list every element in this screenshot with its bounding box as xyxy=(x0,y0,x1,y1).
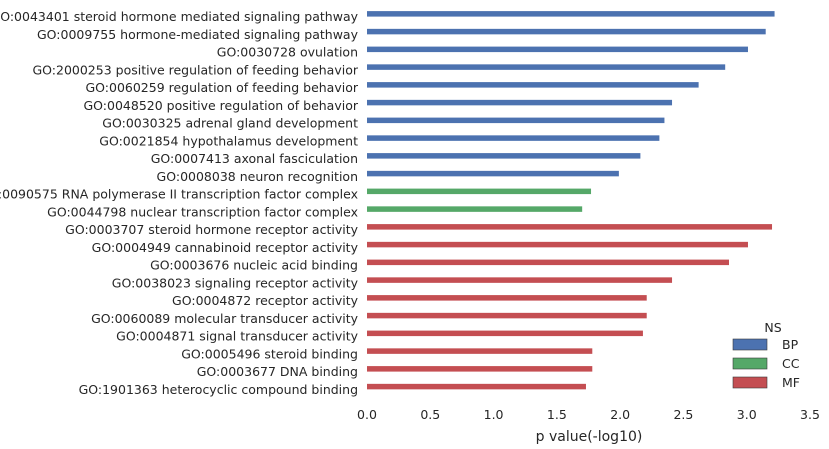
category-label: GO:0005496 steroid binding xyxy=(181,346,358,361)
x-tick-label: 0.5 xyxy=(420,407,440,422)
legend-label-cc: CC xyxy=(782,356,800,371)
category-label: GO:0003677 DNA binding xyxy=(197,364,358,379)
x-tick-label: 1.5 xyxy=(547,407,567,422)
category-label: GO:0090575 RNA polymerase II transcripti… xyxy=(0,187,358,202)
category-label: GO:0060089 molecular transducer activity xyxy=(91,311,359,326)
category-label: GO:0030728 ovulation xyxy=(217,45,358,60)
category-labels-group: GO:0043401 steroid hormone mediated sign… xyxy=(0,9,359,397)
category-label: GO:0021854 hypothalamus development xyxy=(99,133,358,148)
category-label: GO:0009755 hormone-mediated signaling pa… xyxy=(37,27,359,42)
bar-mf xyxy=(367,330,643,337)
category-label: GO:1901363 heterocyclic compound binding xyxy=(79,382,358,397)
legend: NS BP CC MF xyxy=(732,320,800,390)
x-tick-label: 2.0 xyxy=(610,407,630,422)
bar-bp xyxy=(367,117,665,124)
category-label: GO:0048520 positive regulation of behavi… xyxy=(83,98,358,113)
category-label: GO:2000253 positive regulation of feedin… xyxy=(32,62,358,77)
bar-bp xyxy=(367,64,726,70)
bar-bp xyxy=(367,82,699,88)
legend-items: BP CC MF xyxy=(732,337,800,390)
x-tick-labels-group: 0.0 0.5 1.0 1.5 2.0 2.5 3.0 3.5 xyxy=(357,407,820,422)
bar-mf xyxy=(367,277,673,283)
bar-mf xyxy=(367,224,773,230)
x-tick-label: 0.0 xyxy=(357,407,377,422)
category-label: GO:0043401 steroid hormone mediated sign… xyxy=(0,9,359,24)
category-label: GO:0004949 cannabinoid receptor activity xyxy=(92,240,359,255)
category-label: GO:0044798 nuclear transcription factor … xyxy=(47,204,358,219)
legend-label-bp: BP xyxy=(782,337,799,352)
bar-bp xyxy=(367,135,660,141)
bar-cc xyxy=(367,188,592,195)
legend-swatch-bp xyxy=(732,338,768,351)
legend-swatch-mf xyxy=(732,376,768,389)
legend-title: NS xyxy=(764,320,781,335)
x-tick-label: 2.5 xyxy=(673,407,693,422)
category-label: GO:0004872 receptor activity xyxy=(172,293,359,308)
legend-label-mf: MF xyxy=(782,375,800,390)
x-axis-label: p value(-log10) xyxy=(536,429,643,445)
bar-bp xyxy=(367,153,641,159)
category-label: GO:0003676 nucleic acid binding xyxy=(150,258,358,273)
category-label: GO:0004871 signal transducer activity xyxy=(116,329,358,344)
bar-mf xyxy=(367,366,593,372)
category-label: GO:0008038 neuron recognition xyxy=(157,169,358,184)
bar-mf xyxy=(367,259,729,266)
bar-bp xyxy=(367,28,766,35)
x-tick-label: 3.5 xyxy=(800,407,820,422)
bar-bp xyxy=(367,99,673,106)
bar-mf xyxy=(367,348,593,354)
category-label: GO:0007413 axonal fasciculation xyxy=(151,151,358,166)
bar-cc xyxy=(367,206,583,212)
bar-mf xyxy=(367,312,647,319)
bar-bp xyxy=(367,170,619,177)
bar-bp xyxy=(367,11,775,17)
bar-mf xyxy=(367,383,586,390)
bar-mf xyxy=(367,241,748,248)
bar-bp xyxy=(367,46,748,53)
category-label: GO:0003707 steroid hormone receptor acti… xyxy=(65,222,358,237)
bars-group xyxy=(367,11,775,390)
category-label: GO:0060259 regulation of feeding behavio… xyxy=(85,80,358,95)
x-tick-label: 3.0 xyxy=(737,407,757,422)
legend-swatch-cc xyxy=(732,357,768,370)
x-tick-label: 1.0 xyxy=(484,407,504,422)
category-label: GO:0030325 adrenal gland development xyxy=(102,116,358,131)
bar-mf xyxy=(367,295,647,301)
category-label: GO:0038023 signaling receptor activity xyxy=(112,275,359,290)
